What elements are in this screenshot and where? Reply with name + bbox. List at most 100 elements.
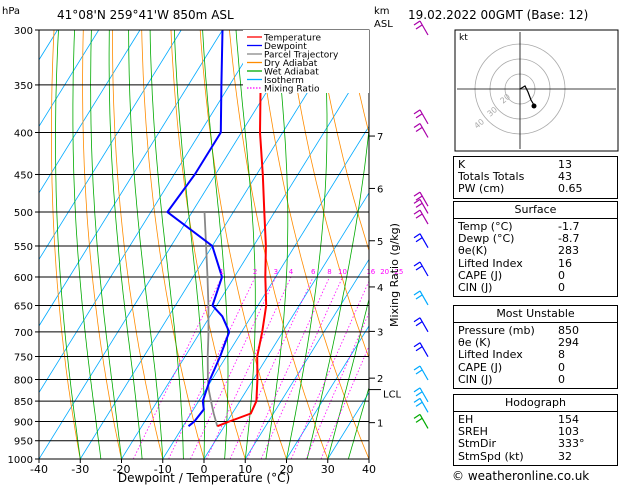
row-label: Totals Totals: [458, 170, 525, 184]
wind-barb-staff: [419, 317, 429, 333]
wind-barb-flag: [413, 233, 421, 239]
wind-barb-staff: [419, 20, 429, 36]
isotherm-line: [39, 30, 265, 394]
mixing-ratio-line: [247, 276, 330, 459]
row-value: 283: [558, 244, 579, 258]
temperature-tick-label: -10: [154, 463, 172, 476]
row-label: θe (K): [458, 336, 491, 350]
wind-barb-staff: [419, 233, 429, 249]
wind-barb-flag: [413, 342, 421, 348]
isotherm-line: [203, 192, 369, 459]
sounding-profiles: [166, 30, 268, 428]
mixing-ratio-label: 25: [394, 268, 403, 276]
temperature-axis: -40 -30 -20 -10 0 10 20 30 40: [30, 459, 376, 476]
table-row: EH 154: [454, 413, 617, 426]
wind-barb-flag: [415, 113, 423, 119]
datetime-title: 19.02.2022 00GMT (Base: 12): [408, 8, 588, 22]
row-value: 154: [558, 413, 579, 426]
wind-barb-flag: [415, 417, 423, 423]
wet-adiabat-line: [108, 30, 143, 459]
wind-barb-flag: [413, 191, 421, 197]
dry-adiabat-line: [316, 30, 369, 252]
row-label: Temp (°C): [458, 220, 513, 233]
isotherm-line: [79, 30, 347, 459]
wind-barb-flag: [415, 346, 423, 352]
wind-barb: [413, 261, 429, 277]
pressure-tick-label: 500: [14, 208, 33, 219]
row-label: Lifted Index: [458, 348, 523, 362]
table-row: Lifted Index 16: [454, 256, 617, 270]
wind-barb-flag: [413, 317, 421, 323]
table-row: PW (cm) 0.65: [454, 183, 617, 195]
row-value: 16: [558, 256, 572, 270]
wind-barb-flag: [415, 237, 423, 243]
wind-barb-flag: [413, 261, 421, 267]
row-value: 0.65: [558, 182, 583, 196]
row-value: 0: [558, 372, 565, 386]
wind-barb-flag: [413, 365, 421, 371]
wind-barb-flag: [413, 209, 421, 215]
row-label: StmDir: [458, 437, 497, 451]
table-row: θe(K) 283: [454, 245, 617, 257]
row-label: Lifted Index: [458, 256, 523, 270]
legend-entry: Isotherm: [264, 76, 304, 86]
legend-entry: Temperature: [263, 34, 321, 44]
isotherm-line: [39, 30, 223, 327]
row-label: K: [458, 158, 466, 171]
table-row: CIN (J) 0: [454, 372, 617, 386]
wind-barb-flag: [415, 24, 423, 30]
wet-adiabat-line: [348, 386, 369, 459]
temperature-tick-label: 40: [362, 463, 376, 476]
altitude-tick-label: 5: [377, 237, 383, 248]
isotherm-line: [39, 30, 182, 261]
pressure-tick-label: 900: [14, 417, 33, 428]
wind-barb-flag: [415, 195, 423, 201]
wind-barb-staff: [419, 290, 429, 306]
x-axis-title: Dewpoint / Temperature (°C): [118, 471, 290, 485]
temperature-tick-label: 30: [321, 463, 335, 476]
table-row: Dewp (°C) -8.7: [454, 232, 617, 246]
pressure-tick-label: 950: [14, 437, 33, 448]
wind-barb-flag: [413, 397, 421, 403]
row-value: 32: [558, 449, 572, 463]
wind-barb: [413, 290, 429, 306]
wind-barb-staff: [419, 398, 429, 413]
wind-barb-flag: [415, 369, 423, 375]
wind-barb: [413, 365, 429, 381]
row-value: 0: [558, 280, 565, 294]
wind-barb-staff: [419, 191, 429, 207]
table-row: StmDir 333°: [454, 438, 617, 450]
wind-barb: [413, 123, 429, 138]
wind-barb-staff: [419, 209, 429, 225]
pressure-tick-label: 750: [14, 352, 33, 363]
wind-barb: [413, 387, 429, 403]
surface-table: Surface Temp (°C) -1.7 Dewp (°C) -8.7 θe(K) 2…: [453, 201, 618, 298]
mixing-ratio-line: [290, 280, 369, 459]
wind-barb: [413, 413, 429, 429]
table-row: θe (K) 294: [454, 336, 617, 350]
mixing-ratio-axis-title: Mixing Ratio (g/kg): [388, 223, 401, 327]
isotherm-line: [121, 59, 369, 459]
table-row: Lifted Index 8: [454, 349, 617, 361]
wind-barb-flag: [413, 123, 421, 129]
table-row: Temp (°C) -1.7: [454, 220, 617, 233]
row-value: 8: [558, 348, 565, 362]
dewpoint-line: [166, 30, 231, 427]
dry-adiabat-line: [141, 30, 205, 459]
wind-barb-flag: [415, 321, 423, 327]
wind-barb: [413, 397, 429, 413]
asl-label: ASL: [374, 19, 393, 30]
mixing-ratio-label: 6: [311, 268, 316, 276]
isotherm-line: [39, 30, 141, 194]
row-label: CIN (J): [458, 372, 493, 386]
wet-adiabat-line: [90, 30, 122, 459]
isotherm-line: [286, 325, 369, 459]
row-value: 294: [558, 336, 579, 350]
pressure-tick-label: 600: [14, 273, 33, 284]
row-label: Dewp (°C): [458, 232, 515, 246]
pressure-tick-label: 350: [14, 81, 33, 92]
wind-barb-flag: [413, 290, 421, 296]
row-value: -1.7: [558, 220, 580, 233]
most-unstable-title: Most Unstable: [454, 306, 617, 323]
